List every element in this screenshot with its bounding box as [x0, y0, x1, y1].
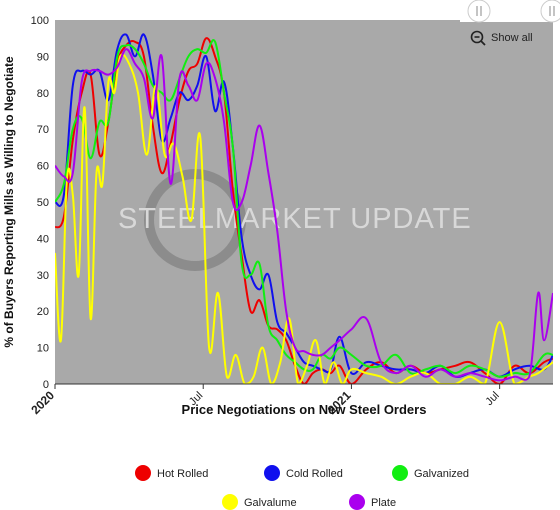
y-axis-label: % of Buyers Reporting Mills as Willing t… — [2, 56, 16, 348]
watermark-group: STEELMARKET UPDATE — [118, 169, 472, 271]
series-line-plate[interactable] — [55, 48, 553, 382]
y-axis: 0 10 20 30 40 50 60 70 80 90 100 — [31, 15, 49, 391]
y-tick-label: 70 — [37, 124, 49, 136]
legend-marker — [349, 494, 365, 510]
zoom-out-icon — [470, 30, 486, 46]
legend-label: Plate — [371, 497, 396, 509]
series-layer — [55, 33, 553, 384]
legend-marker — [264, 465, 280, 481]
legend-item-cold-rolled[interactable]: Cold Rolled — [264, 465, 343, 481]
y-tick-label: 80 — [37, 88, 49, 100]
plot-background — [55, 20, 553, 384]
y-tick-label: 50 — [37, 197, 49, 209]
legend-label: Galvanized — [414, 468, 469, 480]
legend-marker — [135, 465, 151, 481]
zoom-handle-left[interactable] — [467, 0, 491, 23]
y-tick-label: 0 — [43, 379, 49, 391]
legend-item-plate[interactable]: Plate — [349, 494, 396, 510]
watermark-text: STEELMARKET UPDATE — [118, 203, 472, 235]
legend-label: Cold Rolled — [286, 468, 343, 480]
legend-item-galvalume[interactable]: Galvalume — [222, 494, 297, 510]
series-line-galvanized[interactable] — [55, 39, 553, 378]
y-tick-label: 90 — [37, 51, 49, 63]
legend-item-galvanized[interactable]: Galvanized — [392, 465, 469, 481]
y-tick-label: 20 — [37, 306, 49, 318]
y-tick-label: 30 — [37, 270, 49, 282]
legend-label: Galvalume — [244, 497, 297, 509]
y-tick-label: 100 — [31, 15, 49, 27]
y-tick-label: 60 — [37, 161, 49, 173]
x-tick-label: 2020 — [28, 388, 57, 417]
legend-marker — [392, 465, 408, 481]
y-tick-label: 40 — [37, 233, 49, 245]
legend: Hot Rolled Cold Rolled Galvanized Galvalume… — [135, 465, 469, 510]
legend-label: Hot Rolled — [157, 468, 208, 480]
zoom-handle-right[interactable] — [540, 0, 560, 23]
x-tick-label: Jul — [483, 390, 501, 408]
legend-marker — [222, 494, 238, 510]
x-axis-label: Price Negotiations on New Steel Orders — [182, 402, 427, 417]
show-all-button[interactable]: Show all — [470, 30, 533, 46]
legend-item-hot-rolled[interactable]: Hot Rolled — [135, 465, 208, 481]
show-all-label: Show all — [491, 32, 533, 44]
series-line-galvalume[interactable] — [55, 53, 553, 384]
y-tick-label: 10 — [37, 343, 49, 355]
